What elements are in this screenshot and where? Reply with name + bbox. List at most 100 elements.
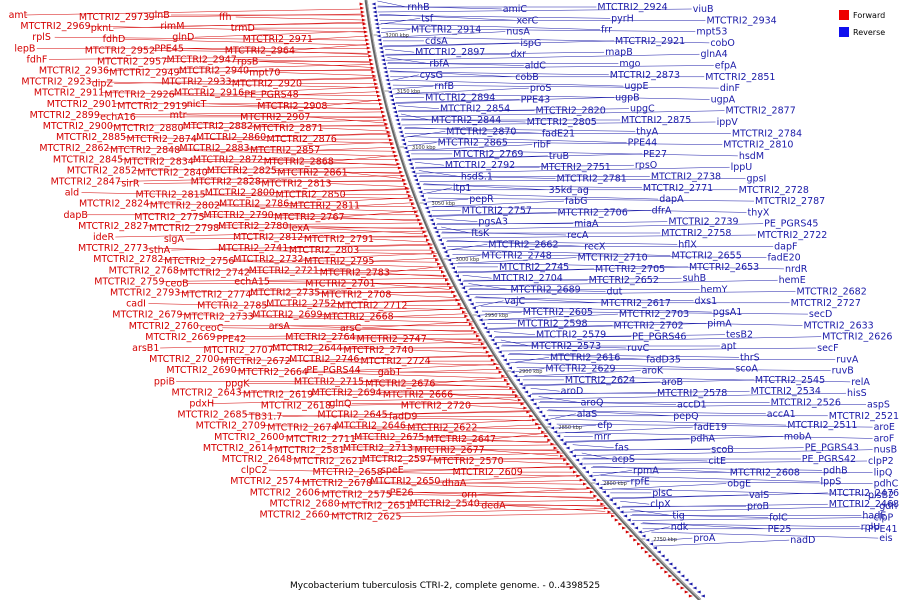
- forward-feature-arrow: [410, 202, 415, 206]
- reverse-leader-line: [383, 42, 520, 47]
- reverse-leader-line: [591, 467, 823, 471]
- forward-gene-label: clpC2: [241, 465, 268, 476]
- reverse-feature-arrow: [568, 450, 573, 454]
- forward-gene-label: MTCTRI2_2724: [360, 356, 430, 367]
- forward-feature-arrow: [652, 558, 657, 562]
- forward-feature-arrow: [512, 390, 517, 394]
- reverse-gene-label: clpP: [874, 513, 894, 524]
- forward-gene-label: MTCTRI2_2746: [289, 354, 359, 365]
- forward-gene-label: arsB1: [132, 343, 159, 354]
- forward-gene-label: MTCTRI2_2883: [179, 143, 249, 154]
- reverse-feature-arrow: [389, 94, 394, 98]
- reverse-feature-arrow: [562, 442, 567, 446]
- forward-gene-label: MTCTRI2_2645: [317, 410, 387, 421]
- reverse-feature-arrow: [397, 126, 402, 130]
- reverse-leader-line: [583, 457, 708, 462]
- reverse-feature-arrow: [500, 354, 505, 358]
- forward-feature-arrow: [451, 290, 456, 294]
- reverse-leader-line: [419, 178, 746, 182]
- forward-gene-label: MTCTRI2_2861: [277, 167, 347, 178]
- reverse-feature-arrow: [434, 230, 439, 234]
- forward-gene-label: sthA: [149, 245, 171, 256]
- reverse-gene-label: dinF: [720, 83, 740, 94]
- reverse-leader-line: [642, 522, 767, 530]
- forward-feature-arrow: [402, 178, 407, 182]
- reverse-gene-label: pimA: [707, 318, 732, 329]
- forward-gene-label: MTCTRI2_2720: [401, 401, 471, 412]
- forward-feature-arrow: [365, 42, 370, 46]
- reverse-leader-line: [632, 517, 873, 521]
- reverse-leader-line: [395, 99, 520, 103]
- reverse-gene-label: aroD: [561, 386, 584, 397]
- reverse-gene-label: tsf: [421, 13, 434, 24]
- forward-gene-label: MTCTRI2_2840: [137, 167, 207, 178]
- reverse-leader-line: [515, 362, 735, 369]
- reverse-leader-line: [509, 353, 646, 360]
- reverse-leader-line: [468, 283, 510, 290]
- reverse-leader-line: [612, 488, 868, 496]
- forward-leader-line: [267, 281, 449, 285]
- forward-gene-label: dipZ: [92, 79, 114, 90]
- forward-feature-arrow: [435, 258, 440, 262]
- forward-leader-line: [171, 243, 433, 251]
- forward-leader-line: [352, 336, 480, 341]
- forward-feature-arrow: [586, 486, 591, 490]
- forward-feature-arrow: [442, 274, 447, 278]
- forward-gene-label: MTCTRI2_2700: [149, 354, 219, 365]
- forward-leader-line: [145, 247, 432, 255]
- reverse-gene-label: cdsA: [425, 36, 448, 47]
- forward-gene-label: MTCTRI2_2622: [407, 423, 477, 434]
- reverse-gene-label: aldC: [525, 61, 546, 72]
- reverse-feature-arrow: [451, 266, 456, 270]
- forward-feature-arrow: [583, 482, 588, 486]
- forward-feature-arrow: [377, 94, 382, 98]
- forward-leader-line: [400, 368, 502, 373]
- reverse-gene-label: MTCTRI2_2924: [597, 2, 667, 13]
- reverse-leader-line: [447, 240, 584, 247]
- reverse-gene-label: MTCTRI2_2608: [730, 467, 800, 478]
- forward-gene-label: MTCTRI2_2964: [225, 45, 295, 56]
- forward-gene-label: MTCTRI2_2679: [112, 310, 182, 321]
- forward-leader-line: [186, 235, 428, 240]
- reverse-feature-arrow: [452, 270, 457, 274]
- reverse-feature-arrow: [598, 486, 603, 490]
- forward-leader-line: [328, 183, 406, 187]
- forward-feature-arrow: [556, 450, 561, 454]
- forward-feature-arrow: [471, 326, 476, 330]
- reverse-feature-arrow: [381, 58, 386, 62]
- reverse-gene-label: mobA: [784, 431, 812, 442]
- forward-gene-label: MTCTRI2_2920: [232, 79, 302, 90]
- reverse-gene-label: aroQ: [581, 398, 604, 409]
- reverse-gene-label: scoA: [735, 364, 758, 375]
- reverse-gene-label: hflX: [678, 239, 697, 250]
- reverse-feature-arrow: [584, 470, 589, 474]
- forward-leader-line: [324, 99, 382, 107]
- forward-gene-label: MTCTRI2_2802: [150, 201, 220, 212]
- reverse-feature-arrow: [412, 174, 417, 178]
- forward-gene-label: fdhF: [27, 54, 48, 65]
- reverse-leader-line: [452, 257, 577, 264]
- reverse-leader-line: [401, 121, 716, 126]
- reverse-leader-line: [565, 432, 873, 439]
- forward-leader-line: [145, 222, 423, 227]
- reverse-gene-label: MTCTRI2_2578: [657, 388, 727, 399]
- forward-leader-line: [390, 313, 468, 317]
- tick-label: 2800 kbp: [603, 481, 627, 487]
- reverse-gene-label: MTCTRI2_2511: [787, 420, 857, 431]
- reverse-feature-arrow: [376, 34, 381, 38]
- forward-gene-label: MTCTRI2_2827: [78, 221, 148, 232]
- forward-gene-label: MTCTRI2_2907: [240, 112, 310, 123]
- forward-feature-arrow: [378, 102, 383, 106]
- reverse-leader-line: [488, 325, 613, 329]
- forward-feature-arrow: [384, 122, 389, 126]
- forward-gene-label: MTCTRI2_2783: [320, 267, 390, 278]
- reverse-feature-arrow: [374, 22, 379, 26]
- forward-gene-label: MTCTRI2_2916: [174, 88, 244, 99]
- reverse-leader-line: [563, 436, 783, 443]
- reverse-gene-label: alaS: [577, 409, 597, 420]
- reverse-feature-arrow: [692, 586, 697, 590]
- reverse-gene-label: MTCTRI2_2914: [411, 25, 481, 36]
- reverse-feature-arrow: [532, 402, 537, 406]
- forward-leader-line: [114, 77, 376, 84]
- forward-leader-line: [371, 257, 439, 262]
